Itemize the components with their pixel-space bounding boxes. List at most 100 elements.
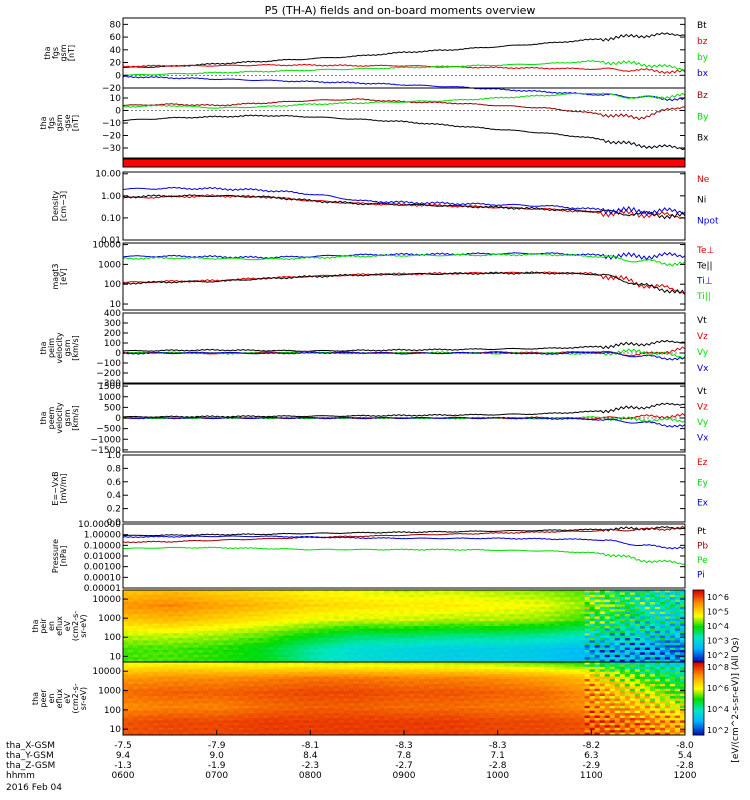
heatmap-cell	[238, 621, 244, 624]
heatmap-cell	[604, 602, 611, 605]
heatmap-cell	[228, 609, 234, 612]
heatmap-cell	[409, 616, 415, 620]
heatmap-cell	[128, 616, 134, 620]
heatmap-cell	[343, 681, 350, 685]
heatmap-cell	[524, 652, 530, 656]
heatmap-cell	[248, 671, 254, 675]
heatmap-cell	[494, 597, 500, 600]
heatmap-cell	[283, 686, 289, 690]
heatmap-cell	[439, 590, 445, 593]
heatmap-cell	[509, 657, 515, 660]
heatmap-cell	[353, 669, 360, 673]
heatmap-cell	[454, 602, 460, 605]
heatmap-cell	[323, 630, 330, 634]
heatmap-cell	[524, 626, 530, 629]
heatmap-cell	[449, 606, 455, 610]
heatmap-cell	[604, 659, 611, 663]
heatmap-cell	[338, 681, 345, 685]
heatmap-cell	[333, 671, 340, 675]
heatmap-cell	[514, 606, 520, 610]
heatmap-cell	[138, 686, 144, 690]
heatmap-cell	[373, 671, 380, 675]
heatmap-cell	[624, 635, 631, 639]
heatmap-cell	[188, 602, 194, 605]
heatmap-cell	[158, 602, 164, 605]
heatmap-cell	[419, 666, 425, 670]
heatmap-cell	[353, 652, 360, 656]
heatmap-cell	[529, 642, 535, 646]
heatmap-cell	[128, 640, 134, 644]
heatmap-cell	[469, 635, 475, 639]
heatmap-cell	[208, 659, 214, 663]
heatmap-cell	[173, 666, 179, 670]
heatmap-cell	[429, 666, 435, 670]
heatmap-cell	[454, 628, 460, 632]
heatmap-cell	[303, 664, 310, 668]
heatmap-cell	[363, 664, 370, 668]
heatmap-cell	[534, 666, 540, 670]
heatmap-cell	[303, 638, 310, 641]
heatmap-cell	[419, 614, 425, 617]
heatmap-cell	[579, 602, 586, 605]
y-axis-label: eV	[63, 620, 72, 631]
heatmap-cell	[404, 654, 410, 658]
heatmap-cell	[499, 597, 505, 600]
heatmap-cell	[619, 633, 626, 636]
series-line-density-2	[122, 186, 686, 216]
heatmap-cell	[308, 681, 315, 685]
heatmap-cell	[308, 642, 315, 646]
y-axis-label: [mV/m]	[59, 474, 68, 504]
heatmap-cell	[343, 594, 350, 598]
heatmap-cell	[664, 609, 671, 612]
heatmap-cell	[444, 616, 450, 620]
heatmap-cell	[559, 635, 565, 639]
heatmap-cell	[263, 621, 269, 624]
heatmap-cell	[283, 633, 289, 636]
heatmap-cell	[454, 609, 460, 612]
heatmap-cell	[328, 650, 335, 653]
heatmap-cell	[614, 609, 621, 612]
heatmap-cell	[479, 635, 485, 639]
heatmap-cell	[424, 618, 430, 622]
heatmap-cell	[208, 657, 214, 660]
heatmap-cell	[218, 657, 224, 660]
heatmap-cell	[378, 652, 385, 656]
y-tick-label: 100	[104, 633, 121, 643]
heatmap-cell	[233, 662, 239, 665]
heatmap-cell	[524, 599, 530, 603]
heatmap-cell	[238, 609, 244, 612]
heatmap-cell	[383, 614, 390, 617]
heatmap-cell	[424, 606, 430, 610]
heatmap-cell	[323, 611, 330, 615]
heatmap-cell	[424, 604, 430, 608]
heatmap-cell	[168, 669, 174, 673]
heatmap-cell	[173, 590, 179, 593]
heatmap-cell	[363, 683, 370, 687]
series-line-pressure-2	[122, 546, 686, 566]
heatmap-cell	[338, 599, 345, 603]
heatmap-cell	[238, 681, 244, 685]
heatmap-cell	[464, 671, 470, 675]
heatmap-cell	[388, 594, 395, 598]
heatmap-cell	[484, 647, 490, 651]
heatmap-cell	[348, 645, 355, 648]
heatmap-cell	[208, 664, 214, 668]
heatmap-cell	[233, 614, 239, 617]
heatmap-cell	[469, 602, 475, 605]
heatmap-cell	[138, 654, 144, 658]
heatmap-cell	[539, 676, 545, 680]
heatmap-cell	[644, 594, 651, 598]
heatmap-cell	[479, 669, 485, 673]
heatmap-cell	[378, 599, 385, 603]
heatmap-cell	[594, 597, 601, 600]
heatmap-cell	[584, 654, 591, 658]
heatmap-cell	[524, 657, 530, 660]
heatmap-cell	[283, 623, 289, 627]
heatmap-cell	[378, 671, 385, 675]
heatmap-cell	[679, 609, 686, 612]
heatmap-cell	[378, 618, 385, 622]
heatmap-cell	[629, 638, 636, 641]
heatmap-cell	[529, 611, 535, 615]
heatmap-cell	[393, 669, 400, 673]
heatmap-cell	[484, 657, 490, 660]
